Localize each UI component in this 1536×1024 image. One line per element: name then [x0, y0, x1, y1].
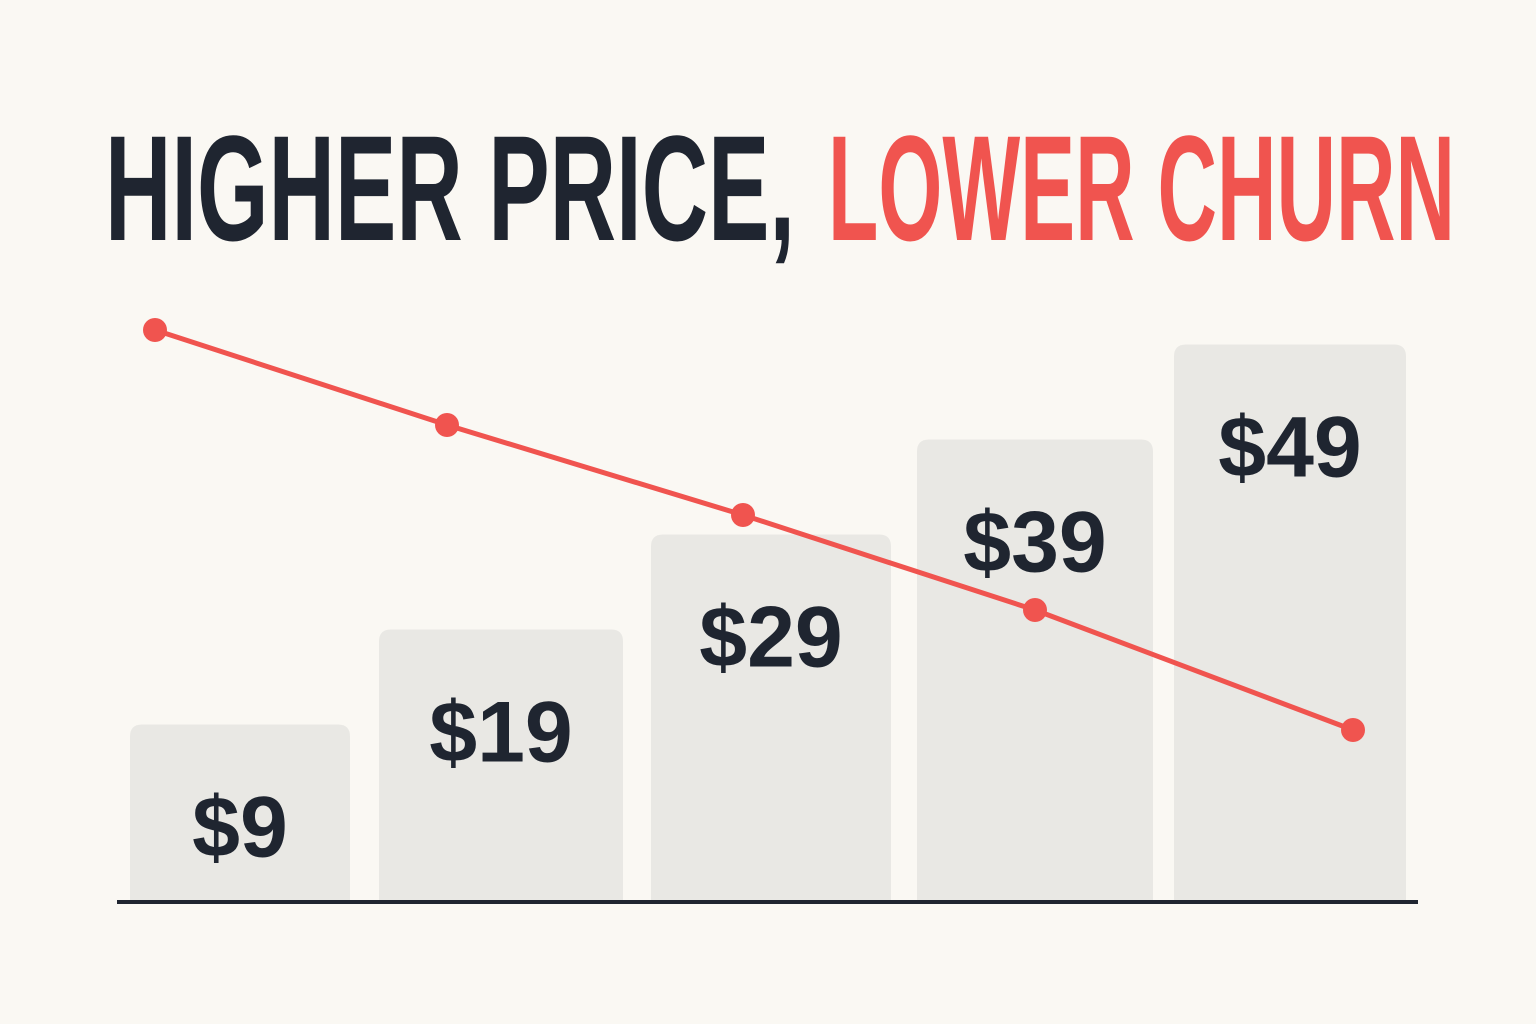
churn-point	[731, 503, 755, 527]
bar-value-label: $9	[192, 780, 288, 876]
bar	[130, 724, 350, 900]
churn-point	[435, 413, 459, 437]
bar-value-label: $39	[963, 495, 1107, 591]
churn-point	[1341, 718, 1365, 742]
bar	[379, 629, 623, 900]
bar-value-label: $49	[1218, 400, 1362, 496]
churn-point	[143, 318, 167, 342]
chart-title: HIGHER PRICE, LOWER CHURN	[105, 104, 1455, 272]
title-part: LOWER CHURN	[828, 104, 1455, 272]
bar-value-label: $29	[699, 590, 843, 686]
title-part: HIGHER PRICE,	[105, 104, 795, 272]
churn-point	[1023, 598, 1047, 622]
bar	[651, 534, 891, 900]
bar	[1174, 344, 1406, 900]
bar-value-label: $19	[429, 685, 573, 781]
bar	[917, 439, 1153, 900]
